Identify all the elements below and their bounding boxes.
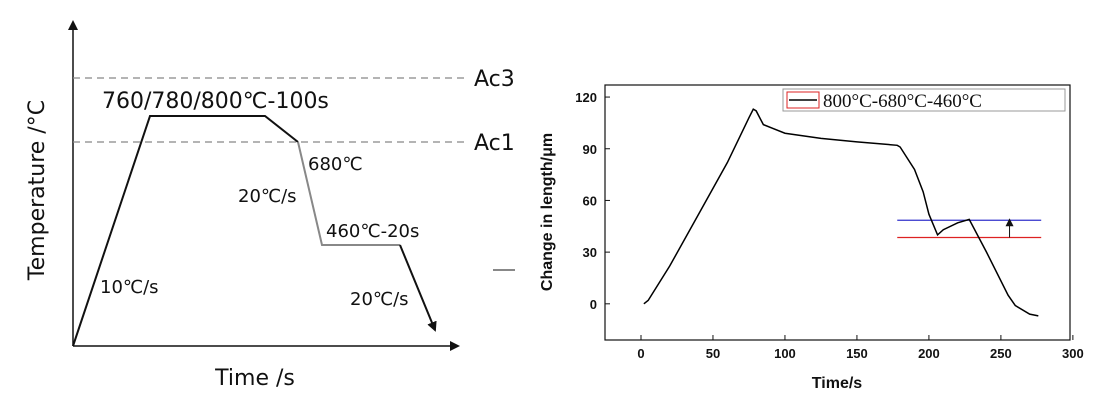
- hold-label: 760/780/800℃-100s: [102, 89, 329, 114]
- x-tick-label: 300: [1062, 346, 1084, 361]
- y-axis-label: Temperature /°C: [25, 100, 50, 281]
- x-tick-label: 150: [846, 346, 868, 361]
- temp-label: 680℃: [308, 154, 363, 175]
- y-axis-label: Change in length/μm: [539, 133, 556, 291]
- x-tick-label: 250: [990, 346, 1012, 361]
- final-cool-path: [399, 244, 437, 332]
- y-tick-label: 120: [575, 90, 597, 105]
- schematic: Temperature /°C Time /s Ac3 Ac1 760/780/…: [25, 20, 515, 391]
- x-axis-label: Time /s: [214, 366, 295, 391]
- x-tick-label: 100: [774, 346, 796, 361]
- legend-frame: [782, 88, 1066, 112]
- ac1-label: Ac1: [474, 131, 515, 156]
- x-tick-label: 50: [706, 346, 720, 361]
- iso-label: 460℃-20s: [326, 221, 419, 242]
- plot-frame: [604, 84, 1071, 341]
- rate-label: 20℃/s: [350, 289, 409, 310]
- chart: Change in length/μm Time/s 0 50 100 150 200 2…: [539, 84, 1084, 392]
- data-line: [643, 108, 1039, 317]
- x-tick-label: 0: [637, 346, 644, 361]
- heat-path: [72, 115, 299, 347]
- y-tick-label: 0: [590, 297, 597, 312]
- ac3-label: Ac3: [474, 67, 515, 92]
- legend-label: 800°C-680°C-460°C: [823, 91, 982, 112]
- rate-label: 10℃/s: [100, 277, 159, 298]
- x-axis-label: Time/s: [812, 375, 863, 392]
- y-tick-label: 90: [583, 142, 597, 157]
- x-tick-label: 200: [918, 346, 940, 361]
- y-tick-label: 30: [583, 245, 597, 260]
- cool-path: [297, 141, 400, 246]
- rate-label: 20℃/s: [238, 186, 297, 207]
- legend-swatch-box: [786, 91, 820, 109]
- y-tick-label: 60: [583, 193, 597, 208]
